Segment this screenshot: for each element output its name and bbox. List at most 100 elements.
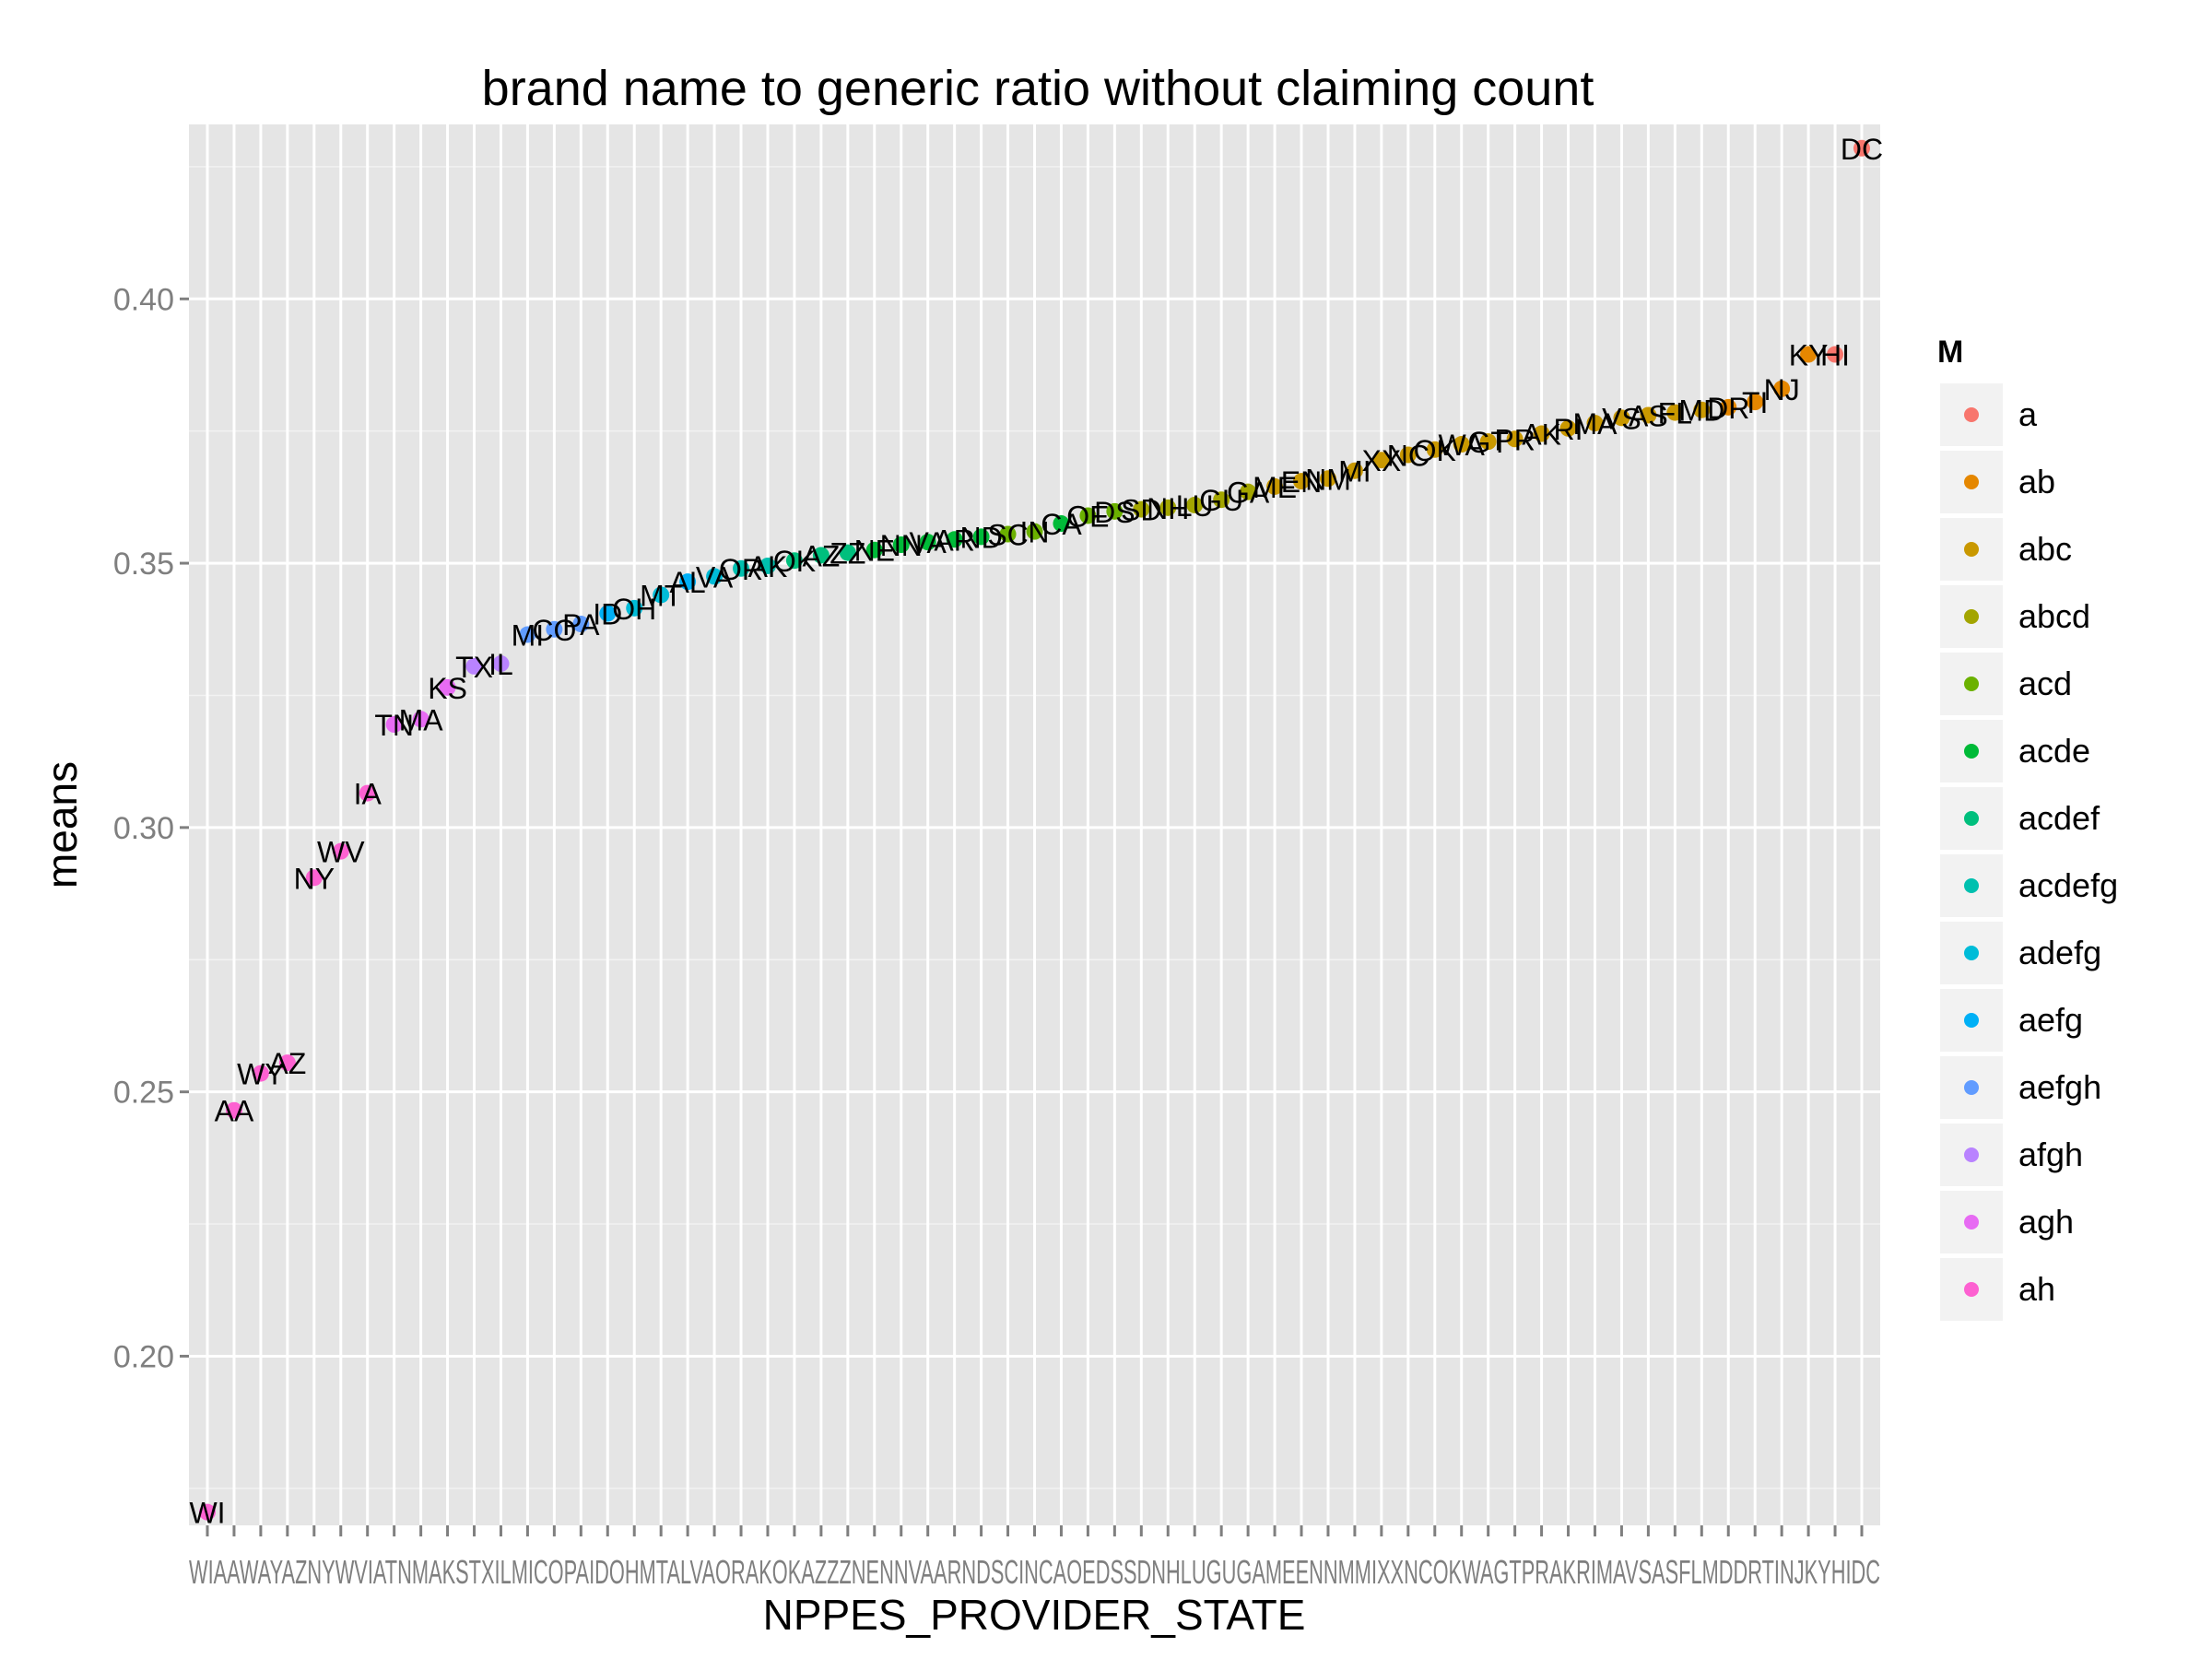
data-point [733, 559, 750, 577]
point-label: ND [959, 521, 1002, 554]
data-point [919, 534, 936, 551]
data-point [653, 586, 670, 604]
data-point [1053, 515, 1070, 533]
data-point [546, 620, 563, 638]
y-tick-label: 0.25 [113, 1076, 174, 1111]
point-label: VA [910, 526, 947, 559]
point-label: WV [317, 836, 365, 869]
legend-label: adefg [2018, 934, 2101, 971]
point-label: MA [399, 703, 444, 736]
point-label: ZZ [830, 537, 865, 571]
data-point [1240, 483, 1257, 500]
point-label: GA [1227, 477, 1270, 510]
data-point [1266, 477, 1284, 495]
y-tick-label: 0.20 [113, 1339, 174, 1374]
point-label: OE [1066, 500, 1109, 533]
data-point [812, 547, 830, 564]
data-point [1666, 404, 1684, 421]
data-point [465, 657, 483, 675]
point-label: NE [854, 535, 895, 568]
point-label: MA [1572, 407, 1618, 441]
point-label: NN [880, 529, 923, 562]
legend-swatch [1964, 878, 1979, 893]
point-label: DR [1707, 392, 1749, 425]
legend-swatch [1964, 677, 1979, 691]
data-point [1693, 401, 1711, 418]
point-label: ID [593, 598, 622, 631]
y-axis-label: means [38, 761, 86, 888]
point-label: MT [640, 579, 682, 612]
point-label: AL [670, 566, 706, 599]
point-label: KY [1789, 339, 1829, 372]
point-label: PR [1494, 423, 1535, 456]
data-point [1186, 496, 1204, 513]
legend-label: ab [2018, 463, 2055, 500]
data-point [1453, 436, 1470, 453]
data-point [519, 626, 536, 643]
legend-label: acd [2018, 665, 2072, 702]
point-label: WY [237, 1058, 285, 1091]
data-point [1079, 507, 1097, 524]
point-label: LU [1176, 489, 1214, 523]
legend-label: acdef [2018, 799, 2100, 837]
point-label: DS [1094, 496, 1135, 529]
point-label: AS [1629, 399, 1668, 432]
data-point [972, 528, 990, 546]
point-label: GT [1467, 426, 1508, 459]
data-point [1479, 433, 1497, 451]
point-label: HI [1820, 339, 1850, 372]
legend-swatch [1964, 407, 1979, 422]
data-point [1399, 446, 1417, 464]
legend-title: M [1937, 335, 1963, 370]
legend-label: afgh [2018, 1135, 2083, 1173]
data-point [599, 605, 617, 622]
legend-swatch [1964, 1215, 1979, 1230]
point-label: IL [488, 648, 513, 681]
data-point [199, 1503, 216, 1521]
data-point [1586, 415, 1604, 432]
legend-swatch [1964, 1147, 1979, 1162]
point-label: NC [1387, 439, 1430, 472]
legend-label: ah [2018, 1270, 2055, 1308]
point-label: OK [773, 545, 816, 578]
data-point [839, 544, 856, 561]
point-label: WA [1439, 429, 1486, 462]
data-point [946, 531, 963, 548]
data-point [1800, 346, 1818, 363]
point-label: MD [1678, 394, 1724, 428]
point-label: FL [1658, 397, 1692, 430]
data-point [278, 1054, 296, 1072]
legend-swatch [1964, 744, 1979, 759]
data-point [1613, 409, 1630, 427]
point-label: VA [696, 560, 734, 594]
data-point [1827, 346, 1844, 363]
data-point [1213, 491, 1230, 509]
point-label: RI [1554, 413, 1583, 446]
point-label: AA [215, 1095, 254, 1128]
data-point [1747, 394, 1764, 411]
point-label: MI [512, 619, 545, 653]
data-point [865, 541, 883, 559]
point-label: NY [294, 862, 335, 895]
legend: M a ab abc abcd acd acde acdef acdefg adefg aefg a… [1937, 335, 2118, 1323]
data-point [1773, 380, 1791, 397]
point-label: ME [1253, 471, 1297, 504]
data-point [785, 552, 803, 570]
data-point [1533, 425, 1550, 442]
major-gridlines [189, 124, 1880, 1525]
point-label: AR [934, 524, 974, 557]
legend-label: agh [2018, 1203, 2074, 1241]
data-point [572, 616, 590, 633]
point-label: NH [1147, 492, 1189, 525]
point-labels: WIAAWYAZNYWVIATNMAKSTXILMICOPAIDOHMTALVA… [189, 133, 1883, 1530]
data-point [412, 711, 429, 728]
point-label: KS [428, 672, 467, 705]
data-point [999, 525, 1017, 543]
data-point [706, 568, 724, 585]
data-point [1319, 470, 1336, 488]
data-point [626, 599, 643, 617]
data-points [199, 139, 1870, 1521]
point-label: GU [1199, 484, 1243, 517]
point-label: TN [374, 709, 414, 742]
